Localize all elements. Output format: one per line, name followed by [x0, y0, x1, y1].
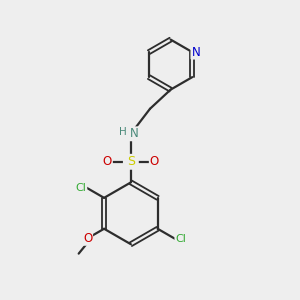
- Text: N: N: [191, 46, 200, 59]
- Text: O: O: [103, 155, 112, 168]
- Text: O: O: [83, 232, 92, 245]
- Text: S: S: [127, 155, 135, 168]
- FancyBboxPatch shape: [123, 154, 139, 170]
- Text: H: H: [119, 127, 127, 137]
- Text: N: N: [129, 127, 138, 140]
- Text: O: O: [150, 155, 159, 168]
- Text: Cl: Cl: [76, 182, 86, 193]
- Text: Cl: Cl: [175, 234, 186, 244]
